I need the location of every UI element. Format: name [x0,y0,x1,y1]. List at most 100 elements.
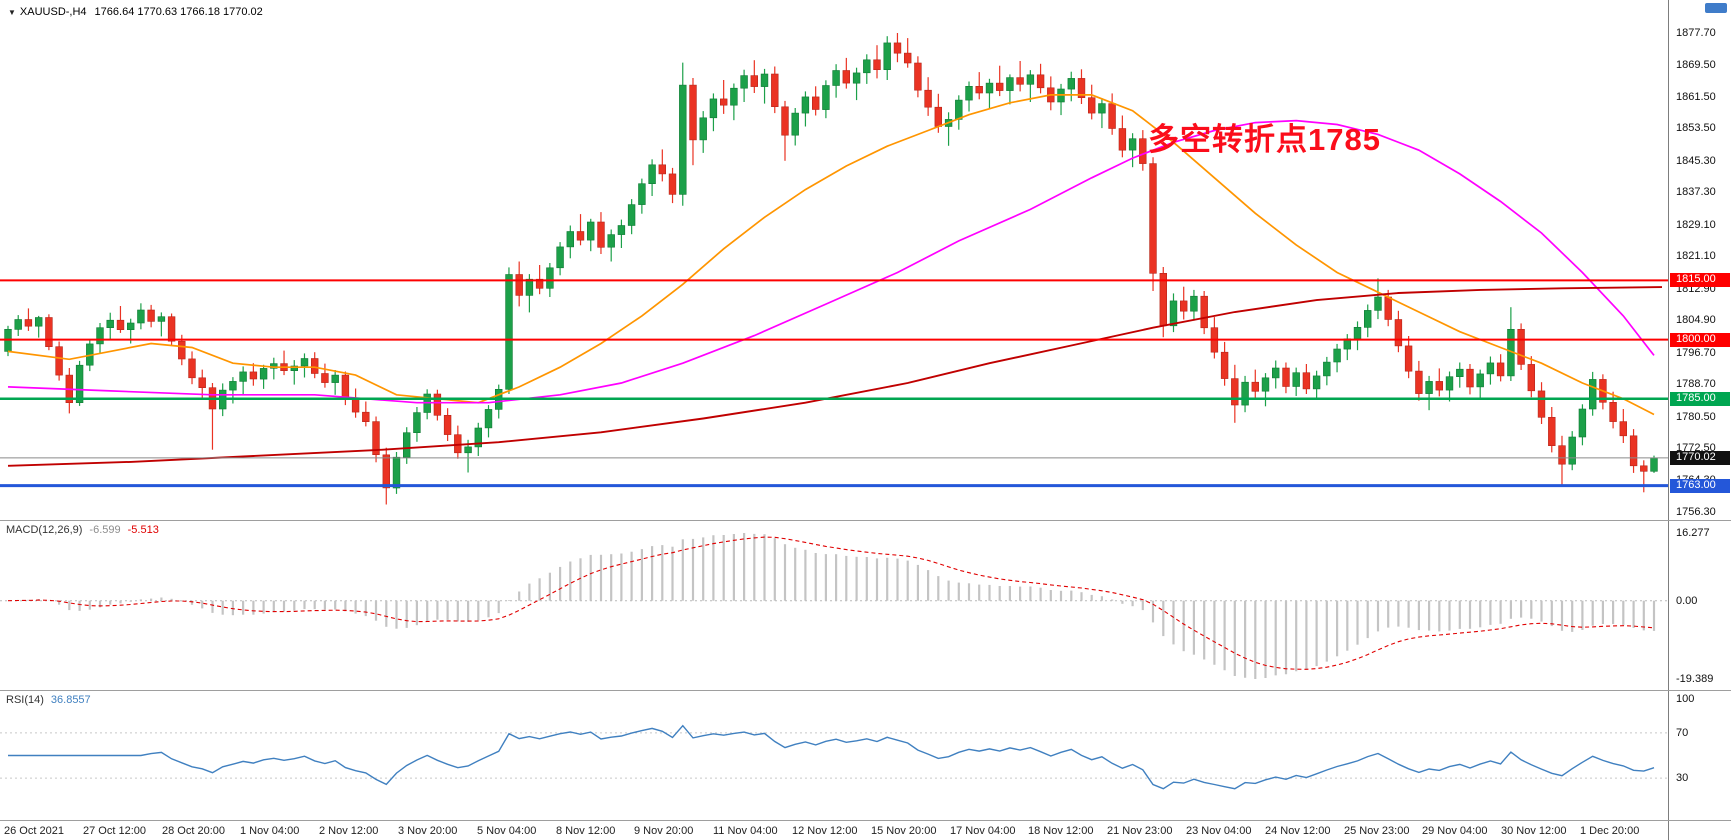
axis-label: 1756.30 [1676,506,1716,518]
axis-label: 1877.70 [1676,27,1716,39]
axis-label: 1821.10 [1676,250,1716,263]
candle-up [300,358,309,367]
candle-down [597,221,605,248]
candle-down [321,373,329,383]
axis-label: 1788.70 [1676,378,1716,391]
candle-down [934,106,943,127]
price-tag-1785.00: 1785.00 [1670,392,1730,406]
corner-icon[interactable] [1705,3,1727,13]
rsi-indicator-panel[interactable]: RSI(14) 36.8557 [0,691,1668,820]
axis-label: 1861.50 [1676,90,1716,103]
time-label: 21 Nov 23:00 [1107,825,1173,837]
candle-up [1312,375,1321,390]
axis-label: 1804.90 [1676,314,1716,327]
candle-up [157,316,166,322]
candle-up [740,75,748,89]
macd-signal-value: -5.513 [127,524,159,536]
candle-up [229,381,237,391]
candle-up [1333,348,1341,363]
candle-down [576,231,585,241]
candle-down [1527,364,1536,392]
candle-up [679,84,687,195]
time-label: 11 Nov 04:00 [713,825,778,837]
collapse-arrow-icon[interactable]: ▼ [8,8,16,17]
candle-down [341,374,350,400]
rsi-canvas[interactable] [0,691,1668,820]
candle-up [413,412,421,434]
candle-up [546,267,554,289]
candle-up [1026,74,1035,85]
main-chart-panel[interactable]: ▼ XAUUSD-,H4 1766.64 1770.63 1766.18 1770.… [0,0,1668,520]
panel-separator[interactable] [0,520,1731,521]
candle-down [750,75,759,87]
candle-down [1496,362,1505,377]
axis-label: -19.389 [1676,673,1714,685]
candle-down [178,340,186,360]
time-axis[interactable]: 26 Oct 2021 27 Oct 12:00 28 Oct 20:00 1 Nov… [0,821,1668,840]
time-label: 17 Nov 04:00 [950,825,1016,837]
candle-down [1394,319,1403,347]
candle-up [1445,376,1454,391]
candle-up [127,322,135,330]
candle-down [924,89,932,108]
candle-up [1578,408,1587,438]
candle-up [883,42,891,71]
axis-label: 0.00 [1676,594,1698,607]
candle-down [147,309,155,322]
main-chart-canvas[interactable] [0,0,1668,520]
time-label: 9 Nov 20:00 [634,825,694,837]
panel-separator[interactable] [0,820,1731,821]
candle-up [730,87,738,106]
candle-up [822,85,830,110]
candle-up [1067,78,1076,90]
axis-label: 1837.30 [1676,186,1716,199]
time-label: 29 Nov 04:00 [1422,825,1488,837]
candle-down [1384,296,1392,320]
candle-down [515,274,523,296]
macd-indicator-panel[interactable]: MACD(12,26,9) -6.599 -5.513 [0,521,1668,690]
candle-down [893,42,902,54]
candle-up [96,327,104,345]
time-label: 26 Oct 2021 [4,825,64,837]
candles-layer [4,33,1658,505]
candle-up [699,117,707,141]
candle-up [965,86,973,101]
candle-up [137,309,145,324]
axis-label: 1845.30 [1676,154,1716,167]
candle-down [433,393,442,416]
candle-up [985,82,994,94]
candle-down [249,371,258,380]
candle-down [1180,300,1188,312]
candle-up [1353,326,1362,339]
time-label: 24 Nov 12:00 [1265,825,1331,837]
time-label: 23 Nov 04:00 [1186,825,1252,837]
axis-label: 16.277 [1676,527,1710,539]
panel-separator[interactable] [0,690,1731,691]
candle-up [290,365,298,371]
candle-down [1282,367,1290,387]
candle-down [1251,381,1260,392]
axis-label: 100 [1676,693,1695,705]
candle-down [1108,103,1116,129]
price-axis[interactable]: 1877.70 1869.50 1861.50 1853.50 1845.30 1837.… [1668,0,1731,840]
time-label: 12 Nov 12:00 [792,825,858,837]
candle-up [106,319,114,329]
axis-label: 1853.50 [1676,122,1716,135]
macd-canvas[interactable] [0,521,1668,690]
candle-down [1548,416,1556,446]
candle-down [167,316,176,342]
candle-down [535,278,544,289]
candle-down [668,173,677,195]
candle-down [1517,328,1525,365]
rsi-label: RSI(14) 36.8557 [6,694,91,706]
time-label: 1 Nov 04:00 [240,825,300,837]
candle-up [1456,368,1464,378]
candle-down [382,454,390,489]
candle-down [811,96,820,110]
candle-down [1149,163,1157,274]
candle-up [617,225,626,235]
candle-up [259,368,268,380]
candle-up [525,278,534,296]
candle-down [1466,368,1474,388]
rsi-value: 36.8557 [50,694,91,706]
